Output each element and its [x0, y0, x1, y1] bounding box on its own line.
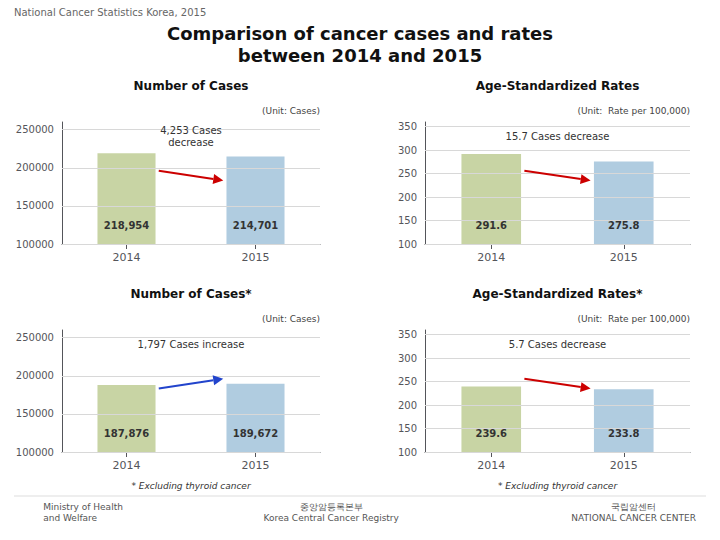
svg-text:239.6: 239.6	[475, 428, 507, 439]
svg-text:187,876: 187,876	[104, 428, 150, 439]
svg-text:189,672: 189,672	[233, 428, 279, 439]
svg-text:and Welfare: and Welfare	[43, 513, 97, 523]
svg-text:233.8: 233.8	[608, 428, 640, 439]
svg-text:150: 150	[398, 215, 417, 226]
svg-text:Number of Cases*: Number of Cases*	[130, 287, 252, 301]
svg-text:200000: 200000	[16, 370, 54, 381]
svg-text:214,701: 214,701	[233, 220, 279, 231]
svg-text:국립암센터: 국립암센터	[611, 502, 656, 512]
svg-text:Age-Standardized Rates*: Age-Standardized Rates*	[473, 287, 644, 301]
svg-text:Number of Cases: Number of Cases	[134, 79, 249, 93]
svg-text:Korea Central Cancer Registry: Korea Central Cancer Registry	[263, 513, 399, 523]
svg-text:NATIONAL CANCER CENTER: NATIONAL CANCER CENTER	[571, 513, 696, 523]
svg-text:15.7 Cases decrease: 15.7 Cases decrease	[506, 131, 610, 142]
svg-text:* Excluding thyroid cancer: * Excluding thyroid cancer	[498, 481, 619, 491]
svg-text:2015: 2015	[242, 459, 270, 472]
svg-text:(Unit: Rate per 100,000): (Unit: Rate per 100,000)	[577, 106, 690, 116]
svg-text:1,797 Cases increase: 1,797 Cases increase	[138, 339, 245, 350]
svg-text:2014: 2014	[113, 251, 141, 264]
svg-text:between 2014 and 2015: between 2014 and 2015	[238, 45, 482, 66]
svg-text:350: 350	[398, 329, 417, 340]
svg-text:200: 200	[398, 192, 417, 203]
svg-text:National Cancer Statistics Kor: National Cancer Statistics Korea, 2015	[14, 7, 206, 18]
svg-text:(Unit: Cases): (Unit: Cases)	[262, 314, 320, 324]
svg-text:Age-Standardized Rates: Age-Standardized Rates	[476, 79, 640, 93]
svg-text:291.6: 291.6	[475, 220, 507, 231]
svg-text:150: 150	[398, 423, 417, 434]
svg-text:300: 300	[398, 353, 417, 364]
svg-text:300: 300	[398, 145, 417, 156]
svg-text:200: 200	[398, 400, 417, 411]
svg-text:Ministry of Health: Ministry of Health	[43, 502, 123, 512]
svg-text:218,954: 218,954	[104, 220, 150, 231]
svg-text:250000: 250000	[16, 332, 54, 343]
svg-text:250: 250	[398, 168, 417, 179]
svg-text:2014: 2014	[477, 251, 505, 264]
svg-text:2015: 2015	[610, 459, 638, 472]
svg-text:(Unit: Rate per 100,000): (Unit: Rate per 100,000)	[577, 314, 690, 324]
svg-text:2015: 2015	[610, 251, 638, 264]
svg-text:200000: 200000	[16, 162, 54, 173]
svg-text:* Excluding thyroid cancer: * Excluding thyroid cancer	[131, 481, 252, 491]
svg-text:100: 100	[398, 239, 417, 250]
svg-text:250: 250	[398, 376, 417, 387]
svg-text:2015: 2015	[242, 251, 270, 264]
svg-text:중앙암등록본부: 중앙암등록본부	[300, 502, 363, 512]
svg-text:2014: 2014	[477, 459, 505, 472]
svg-text:Comparison of cancer cases and: Comparison of cancer cases and rates	[167, 23, 553, 44]
svg-text:4,253 Cases: 4,253 Cases	[160, 125, 222, 136]
svg-text:decrease: decrease	[168, 137, 214, 148]
svg-text:150000: 150000	[16, 408, 54, 419]
svg-text:275.8: 275.8	[608, 220, 640, 231]
svg-text:2014: 2014	[113, 459, 141, 472]
svg-text:350: 350	[398, 121, 417, 132]
svg-text:100000: 100000	[16, 239, 54, 250]
svg-text:150000: 150000	[16, 200, 54, 211]
svg-text:250000: 250000	[16, 124, 54, 135]
svg-text:100: 100	[398, 447, 417, 458]
svg-text:(Unit: Cases): (Unit: Cases)	[262, 106, 320, 116]
svg-text:5.7 Cases decrease: 5.7 Cases decrease	[509, 339, 606, 350]
svg-text:100000: 100000	[16, 447, 54, 458]
